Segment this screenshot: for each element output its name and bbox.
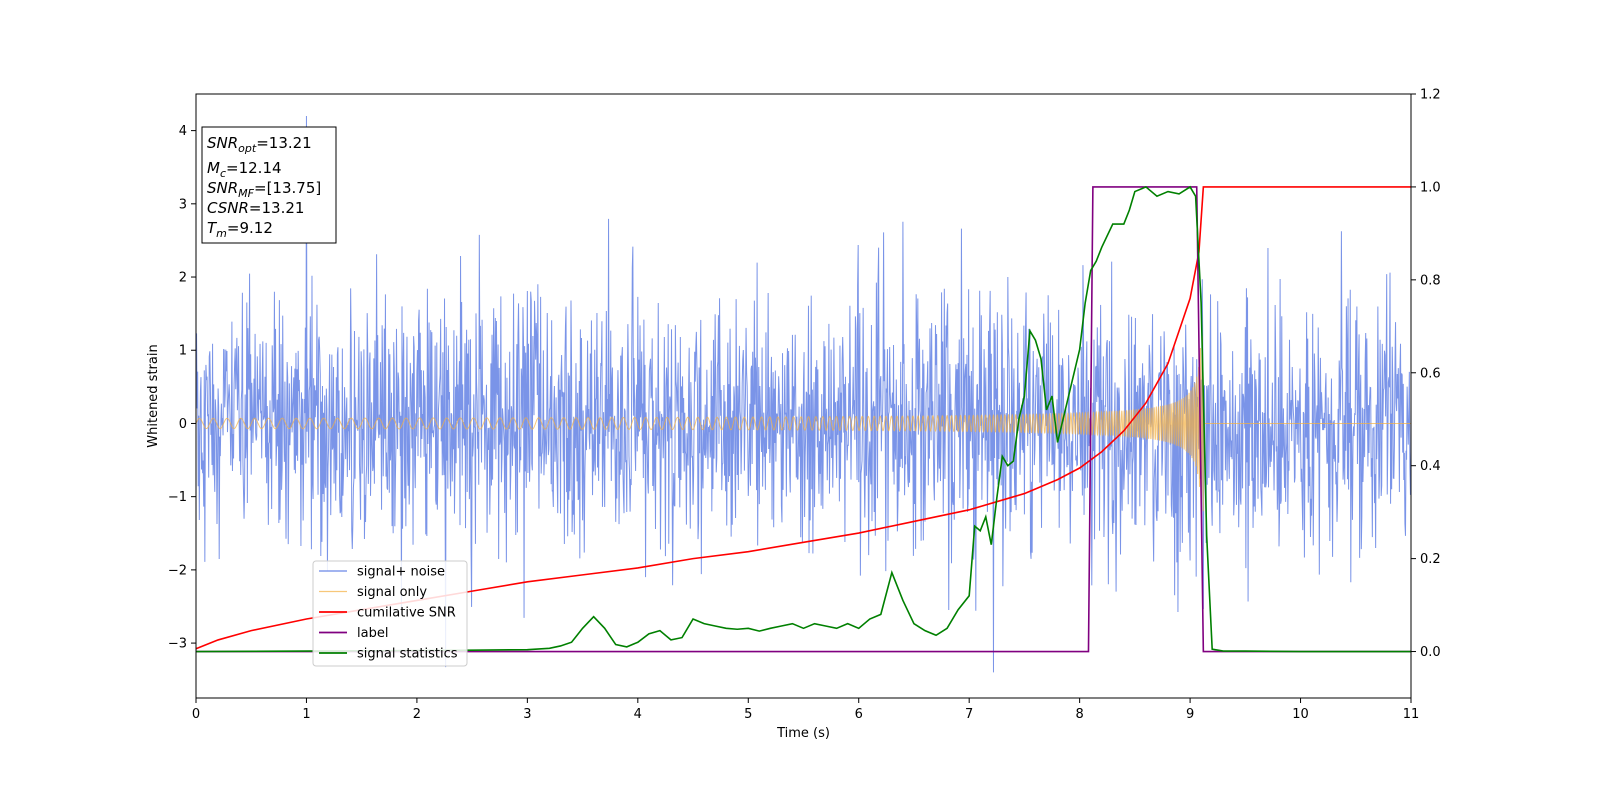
- series-signal-only: [196, 336, 1411, 512]
- y-right-tick-label: 0.8: [1420, 273, 1441, 288]
- y-left-tick-label: 2: [179, 271, 187, 286]
- y-left-tick-label: 1: [179, 344, 187, 359]
- x-tick-label: 2: [413, 707, 421, 722]
- legend: signal+ noise signal only cumilative SNR la…: [312, 560, 468, 667]
- axes-frame: [195, 93, 1412, 699]
- x-tick-label: 11: [1403, 707, 1420, 722]
- annotation-line: CSNR=13.21: [207, 199, 304, 217]
- legend-entry-label: label: [357, 626, 388, 641]
- x-tick-label: 8: [1075, 707, 1083, 722]
- x-tick-label: 5: [744, 707, 752, 722]
- legend-entry-label: signal statistics: [357, 647, 458, 662]
- x-tick-label: 4: [634, 707, 642, 722]
- legend-entry-label: signal only: [357, 585, 427, 600]
- x-tick-label: 10: [1292, 707, 1309, 722]
- series-signal-plus-noise: [196, 115, 1411, 673]
- annotation-box: SNRopt=13.21 Mc=12.14SNRMF=[13.75]CSNR=13…: [201, 126, 337, 244]
- x-tick-label: 7: [965, 707, 973, 722]
- y-left-tick-label: 4: [179, 124, 187, 139]
- legend-frame: [312, 560, 468, 667]
- annotation-line: SNRopt=13.21: [207, 134, 312, 155]
- annotation-line: SNRMF=[13.75]: [207, 179, 321, 200]
- legend-entry-label: cumilative SNR: [357, 606, 456, 621]
- x-tick-label: 3: [523, 707, 531, 722]
- annotation-frame: [201, 126, 337, 244]
- series-signal-statistics: [196, 185, 1411, 653]
- y-left-tick-label: −2: [168, 563, 187, 578]
- annotation-line: Mc=12.14: [207, 159, 282, 180]
- x-tick-label: 6: [855, 707, 863, 722]
- y-right-tick-label: 0.4: [1420, 459, 1441, 474]
- x-axis-label: Time (s): [776, 726, 830, 741]
- x-tick-label: 0: [192, 707, 200, 722]
- y-left-tick-label: 0: [179, 417, 187, 432]
- y-axis-right: 0.0 0.2 0.4 0.6 0.8 1.0 1.2: [1411, 88, 1441, 660]
- y-right-tick-label: 0.0: [1420, 645, 1441, 660]
- x-tick-label: 9: [1186, 707, 1194, 722]
- y-left-tick-label: −3: [168, 637, 187, 652]
- y-axis-left: −3 −2 −1 0 1 2 3 4: [168, 124, 196, 652]
- annotation-line: Tm=9.12: [207, 219, 273, 240]
- y-right-tick-label: 0.6: [1420, 366, 1441, 381]
- x-axis: 0 1 2 3 4 5 6 7 8 9 10 11: [192, 698, 1419, 722]
- y-right-tick-label: 1.2: [1420, 88, 1441, 103]
- y-axis-label: Whitened strain: [146, 344, 161, 447]
- x-tick-label: 1: [302, 707, 310, 722]
- y-left-tick-label: 3: [179, 197, 187, 212]
- y-right-tick-label: 0.2: [1420, 552, 1441, 567]
- y-right-tick-label: 1.0: [1420, 180, 1441, 195]
- y-left-tick-label: −1: [168, 490, 187, 505]
- legend-entry-label: signal+ noise: [357, 565, 445, 580]
